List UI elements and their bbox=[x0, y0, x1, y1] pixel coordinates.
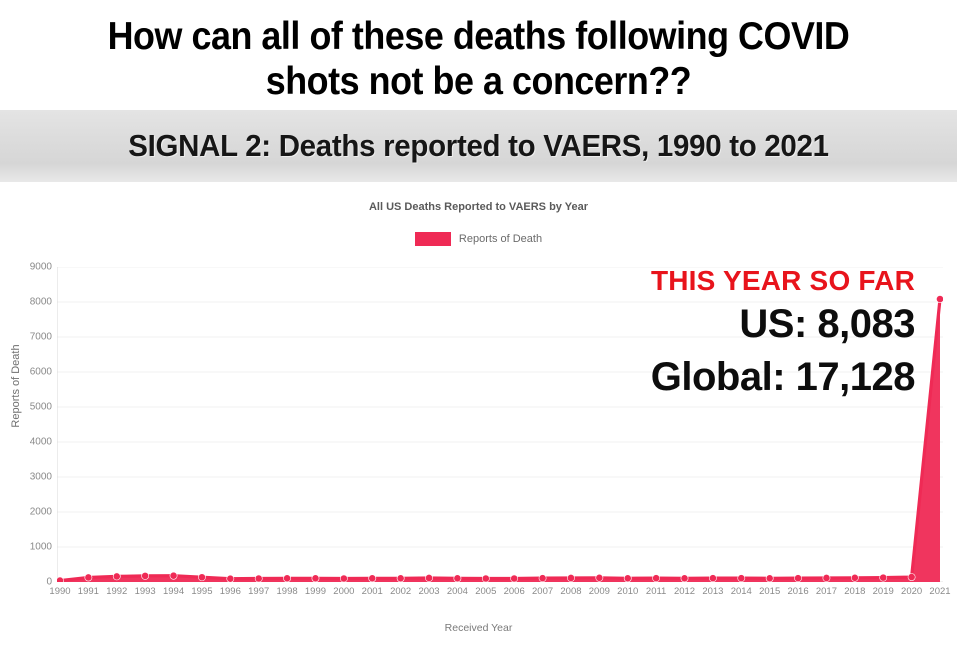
x-tick-label: 2005 bbox=[475, 586, 497, 597]
x-tick-label: 2002 bbox=[390, 586, 412, 597]
x-tick-label: 2020 bbox=[901, 586, 923, 597]
x-tick-label: 2019 bbox=[872, 586, 894, 597]
x-tick-label: 2011 bbox=[645, 586, 667, 597]
x-tick-label: 2018 bbox=[844, 586, 866, 597]
annotation-block: THIS YEAR SO FAR US: 8,083 Global: 17,12… bbox=[495, 264, 916, 404]
x-tick-label: 2013 bbox=[702, 586, 724, 597]
x-tick-label: 2004 bbox=[446, 586, 468, 597]
line-chart-svg bbox=[57, 267, 943, 582]
y-tick-label: 2000 bbox=[29, 506, 52, 518]
x-tick-label: 2015 bbox=[759, 586, 781, 597]
y-tick-label: 3000 bbox=[29, 471, 52, 483]
y-tick-label: 5000 bbox=[29, 401, 52, 413]
y-tick-label: 4000 bbox=[29, 436, 52, 448]
x-tick-label: 2003 bbox=[418, 586, 440, 597]
signal-banner: SIGNAL 2: Deaths reported to VAERS, 1990… bbox=[0, 110, 957, 182]
annotation-global-count: Global: 17,128 bbox=[650, 355, 916, 399]
legend-swatch-icon bbox=[414, 232, 451, 246]
x-tick-label: 2017 bbox=[815, 586, 838, 597]
annotation-heading: THIS YEAR SO FAR bbox=[650, 265, 915, 296]
banner-title: SIGNAL 2: Deaths reported to VAERS, 1990… bbox=[128, 128, 829, 163]
y-tick-label: 1000 bbox=[29, 541, 52, 553]
x-tick-label: 1991 bbox=[77, 586, 99, 597]
x-axis-label: Received Year bbox=[444, 622, 513, 634]
annotation-us-count: US: 8,083 bbox=[739, 302, 915, 346]
x-tick-label: 1998 bbox=[276, 586, 298, 597]
x-tick-label: 2009 bbox=[588, 586, 610, 597]
x-tick-label: 1993 bbox=[134, 586, 156, 597]
x-tick-label: 2014 bbox=[730, 586, 752, 597]
x-tick-label: 2021 bbox=[929, 586, 951, 597]
x-tick-label: 1994 bbox=[162, 586, 185, 597]
x-tick-label: 2008 bbox=[560, 586, 582, 597]
x-tick-label: 1999 bbox=[304, 586, 327, 597]
x-tick-label: 2012 bbox=[673, 586, 696, 597]
x-tick-label: 1995 bbox=[191, 586, 213, 597]
x-tick-label: 2010 bbox=[617, 586, 639, 597]
x-tick-label: 1996 bbox=[219, 586, 241, 597]
y-tick-label: 8000 bbox=[29, 296, 52, 308]
x-tick-label: 1990 bbox=[49, 586, 71, 597]
chart-container: All US Deaths Reported to VAERS by Year … bbox=[0, 182, 957, 649]
page-title: How can all of these deaths following CO… bbox=[107, 15, 850, 103]
legend-label: Reports of Death bbox=[458, 233, 543, 245]
x-tick-label: 1992 bbox=[106, 586, 128, 597]
x-tick-label: 1997 bbox=[248, 586, 270, 597]
x-tick-label: 2001 bbox=[361, 586, 383, 597]
x-tick-label: 2007 bbox=[532, 586, 554, 597]
x-tick-label: 2000 bbox=[333, 586, 355, 597]
y-tick-label: 0 bbox=[46, 576, 52, 588]
chart-legend: Reports of Death bbox=[0, 232, 957, 246]
y-axis-ticks: 0 1000 2000 3000 4000 5000 6000 7000 8000 9000 bbox=[0, 262, 52, 588]
x-axis-ticks: 1990 1991 1992 1993 1994 1995 1996 1997 1998 1999… bbox=[49, 586, 950, 604]
plot-region bbox=[57, 267, 943, 582]
y-tick-label: 7000 bbox=[29, 331, 52, 343]
y-tick-label: 6000 bbox=[29, 366, 52, 378]
chart-title: All US Deaths Reported to VAERS by Year bbox=[368, 201, 589, 213]
x-tick-label: 2006 bbox=[503, 586, 525, 597]
x-tick-label: 2016 bbox=[787, 586, 809, 597]
y-tick-label: 9000 bbox=[29, 261, 52, 273]
